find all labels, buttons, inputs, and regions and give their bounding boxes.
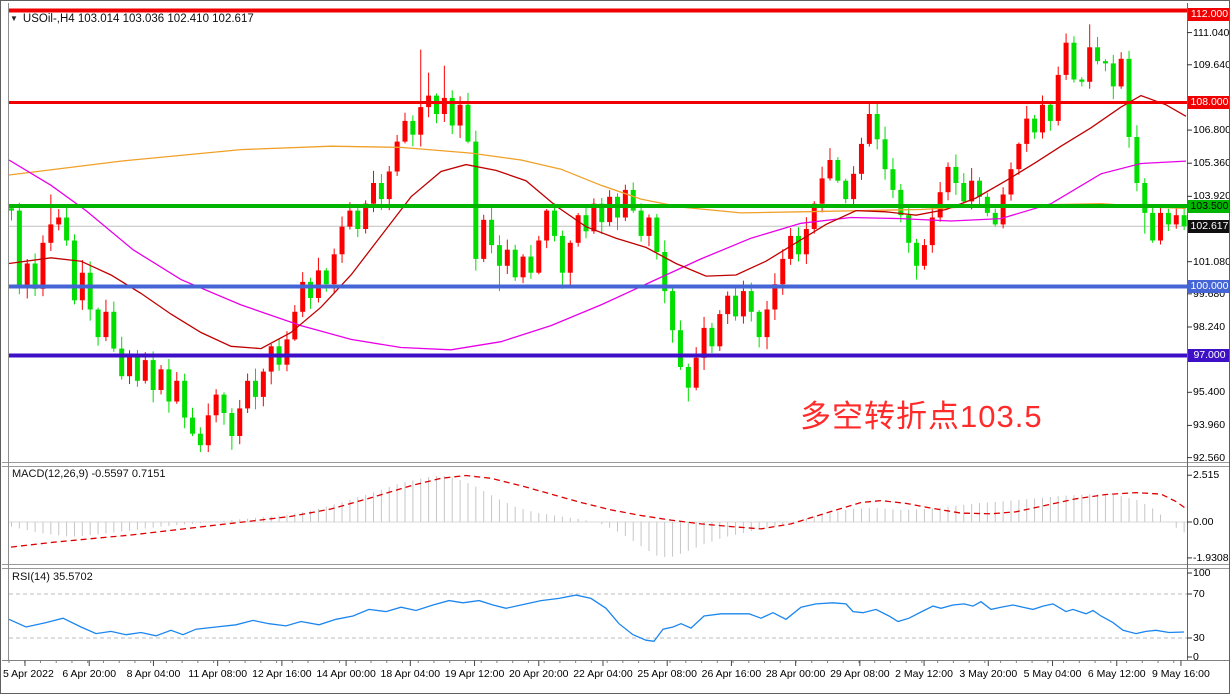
chart-window: ▼ USOil-,H4 103.014 103.036 102.410 102.6… bbox=[0, 0, 1230, 694]
chart-canvas[interactable] bbox=[1, 1, 1230, 694]
